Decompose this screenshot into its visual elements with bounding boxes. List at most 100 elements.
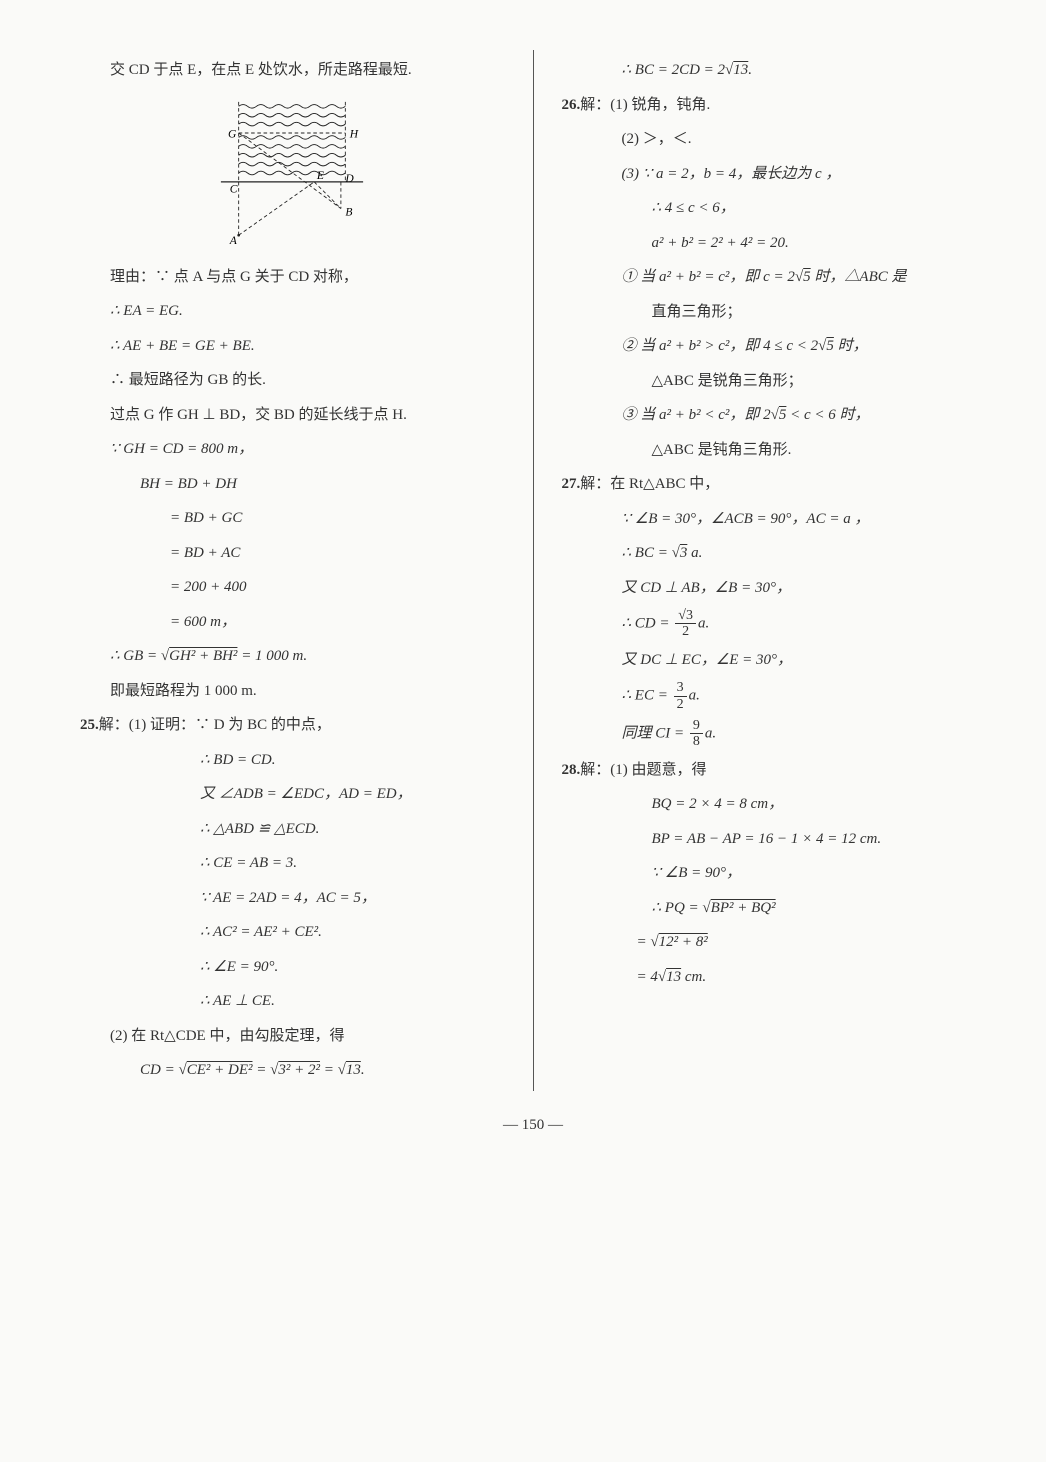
text-line: 即最短路程为 1 000 m. <box>80 677 505 706</box>
text: ∴ CD = <box>622 615 674 631</box>
math-line: ∴ CE = AB = 3. <box>80 849 505 878</box>
radicand: 13 <box>346 1062 361 1078</box>
figure-container: G H C D E B A <box>80 93 505 253</box>
math-line: 同理 CI = 98a. <box>562 718 987 750</box>
math-line: ② 当 a² + b² > c²，即 4 ≤ c < 2√5 时， <box>562 332 987 361</box>
problem-26: 26.解：(1) 锐角，钝角. <box>562 91 987 120</box>
math-line: = BD + GC <box>80 504 505 533</box>
math-line: ∴ BC = 2CD = 2√13. <box>562 56 987 85</box>
radicand: BP² + BQ² <box>711 900 776 916</box>
math-line: ① 当 a² + b² = c²，即 c = 2√5 时，△ABC 是 <box>562 263 987 292</box>
problem-number: 27. <box>562 470 581 499</box>
text: ∴ BC = <box>622 545 672 561</box>
problem-number: 25. <box>80 711 99 740</box>
page-number: 150 <box>522 1117 545 1133</box>
numerator: 9 <box>690 718 703 734</box>
geometry-figure: G H C D E B A <box>202 93 382 253</box>
text: 同理 CI = <box>622 725 688 741</box>
text-line: 理由：∵ 点 A 与点 G 关于 CD 对称， <box>80 263 505 292</box>
text: 解：在 Rt△ABC 中， <box>580 476 719 492</box>
text: ∴ GB = <box>110 648 161 664</box>
label-d: D <box>345 172 355 184</box>
problem-number: 28. <box>562 756 581 785</box>
text: . <box>748 62 752 78</box>
radicand: 13 <box>666 969 681 985</box>
text: = 4 <box>637 969 658 985</box>
text: a. <box>687 545 702 561</box>
math-line: ∴ AC² = AE² + CE². <box>80 918 505 947</box>
math-line: ∴ AE ⊥ CE. <box>80 987 505 1016</box>
numerator: 3 <box>674 680 687 696</box>
problem-28: 28.解：(1) 由题意，得 <box>562 756 987 785</box>
text-line: ∴ 最短路径为 GB 的长. <box>80 366 505 395</box>
math-line: BH = BD + DH <box>80 470 505 499</box>
text-line: 直角三角形； <box>562 298 987 327</box>
denominator: 2 <box>675 624 696 639</box>
radicand: GH² + BH² <box>169 648 237 664</box>
math-line: (3) ∵ a = 2，b = 4，最长边为 c ， <box>562 160 987 189</box>
math-line: = BD + AC <box>80 539 505 568</box>
text-line: (2) ＞，＜. <box>562 125 987 154</box>
math-line: ∴ ∠E = 90°. <box>80 953 505 982</box>
text: 解：(1) 证明：∵ D 为 BC 的中点， <box>99 717 331 733</box>
math-line: ∴ PQ = √BP² + BQ² <box>562 894 987 923</box>
text: ① 当 a² + b² = c²，即 c = 2 <box>622 269 795 285</box>
label-e: E <box>316 170 324 182</box>
label-g: G <box>228 128 237 140</box>
label-h: H <box>349 128 359 140</box>
math-line: ∴ EA = EG. <box>80 297 505 326</box>
label-a: A <box>229 235 238 247</box>
math-line: ∵ ∠B = 90°， <box>562 859 987 888</box>
text: ② 当 a² + b² > c²，即 4 ≤ c < 2 <box>622 338 819 354</box>
page-footer: — 150 — <box>80 1111 986 1140</box>
denominator: 8 <box>690 734 703 749</box>
text-line: 过点 G 作 GH ⊥ BD，交 BD 的延长线于点 H. <box>80 401 505 430</box>
math-line: ∵ GH = CD = 800 m， <box>80 435 505 464</box>
denominator: 2 <box>674 697 687 712</box>
text: 解：(1) 锐角，钝角. <box>580 97 710 113</box>
text: . <box>361 1062 365 1078</box>
line-eb <box>314 181 341 208</box>
math-line: = 4√13 cm. <box>562 963 987 992</box>
text: a. <box>698 615 709 631</box>
text: ∴ PQ = <box>652 900 703 916</box>
text: a. <box>705 725 716 741</box>
text: 时， <box>834 338 868 354</box>
wave-lines <box>239 104 346 174</box>
math-line: ∴ EC = 32a. <box>562 680 987 712</box>
math-line: ③ 当 a² + b² < c²，即 2√5 < c < 6 时， <box>562 401 987 430</box>
problem-25: 25.解：(1) 证明：∵ D 为 BC 的中点， <box>80 711 505 740</box>
two-column-layout: 交 CD 于点 E，在点 E 处饮水，所走路程最短. <box>80 50 986 1091</box>
text: CD = <box>140 1062 178 1078</box>
text-line: (2) 在 Rt△CDE 中，由勾股定理，得 <box>80 1022 505 1051</box>
text: 解：(1) 由题意，得 <box>580 762 706 778</box>
left-column: 交 CD 于点 E，在点 E 处饮水，所走路程最短. <box>80 50 534 1091</box>
text: = <box>252 1062 270 1078</box>
line-gb <box>239 133 341 209</box>
math-line: 又 ∠ADB = ∠EDC，AD = ED， <box>80 780 505 809</box>
label-c: C <box>230 183 238 195</box>
radicand: 3² + 2² <box>278 1062 320 1078</box>
math-line: ∴ 4 ≤ c < 6， <box>562 194 987 223</box>
text-line: △ABC 是锐角三角形； <box>562 367 987 396</box>
text: < c < 6 时， <box>786 407 869 423</box>
math-line: = 200 + 400 <box>80 573 505 602</box>
math-line: ∵ AE = 2AD = 4，AC = 5， <box>80 884 505 913</box>
text: = <box>320 1062 338 1078</box>
math-line: 又 DC ⊥ EC，∠E = 30°， <box>562 646 987 675</box>
problem-27: 27.解：在 Rt△ABC 中， <box>562 470 987 499</box>
text: ∴ EC = <box>622 688 672 704</box>
radicand: CE² + DE² <box>187 1062 253 1078</box>
math-line: CD = √CE² + DE² = √3² + 2² = √13. <box>80 1056 505 1085</box>
math-line: BQ = 2 × 4 = 8 cm， <box>562 790 987 819</box>
math-line: BP = AB − AP = 16 − 1 × 4 = 12 cm. <box>562 825 987 854</box>
radicand: 12² + 8² <box>659 934 708 950</box>
text: ∴ BC = 2CD = 2 <box>622 62 726 78</box>
radicand: 5 <box>826 338 834 354</box>
text: a. <box>689 688 700 704</box>
math-line: a² + b² = 2² + 4² = 20. <box>562 229 987 258</box>
text-line: 交 CD 于点 E，在点 E 处饮水，所走路程最短. <box>80 56 505 85</box>
radicand: 5 <box>803 269 811 285</box>
math-line: ∵ ∠B = 30°，∠ACB = 90°，AC = a ， <box>562 505 987 534</box>
text: 时，△ABC 是 <box>811 269 907 285</box>
